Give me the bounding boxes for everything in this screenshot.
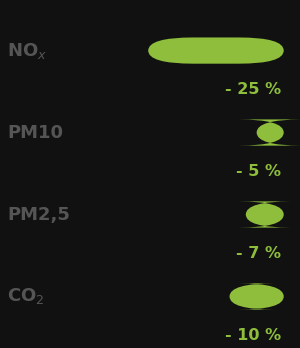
FancyBboxPatch shape [238,119,300,146]
Text: NO$_x$: NO$_x$ [7,41,47,61]
Text: PM2,5: PM2,5 [7,206,70,223]
Text: - 7 %: - 7 % [236,246,281,261]
Text: - 25 %: - 25 % [225,82,281,97]
FancyBboxPatch shape [230,283,284,310]
FancyBboxPatch shape [238,201,291,228]
Text: - 10 %: - 10 % [225,327,281,343]
Text: CO$_2$: CO$_2$ [7,286,44,307]
FancyBboxPatch shape [148,38,284,64]
Text: PM10: PM10 [7,124,63,142]
Text: - 5 %: - 5 % [236,164,281,179]
